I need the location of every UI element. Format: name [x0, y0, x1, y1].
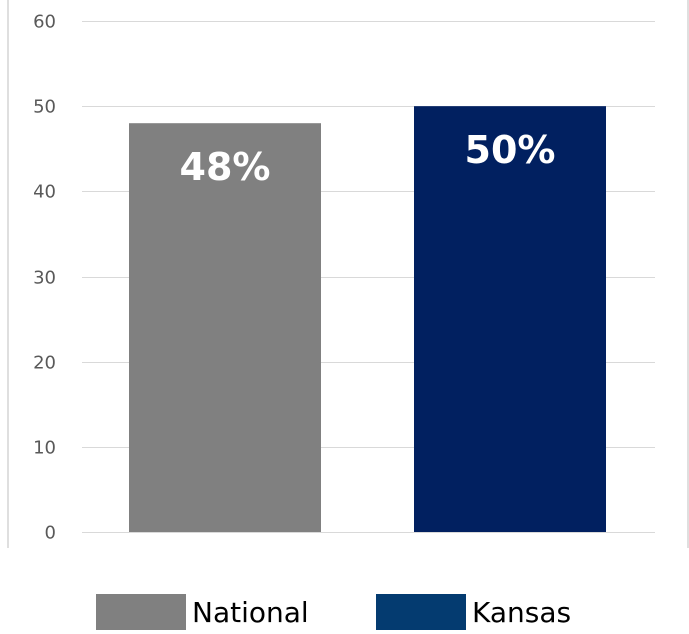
y-axis-ticks: 0 10 20 30 40 50 60 [33, 12, 56, 544]
y-tick-label: 60 [33, 12, 56, 33]
y-tick-label: 50 [33, 97, 56, 118]
y-tick-label: 0 [45, 523, 56, 544]
legend-item-national: National [96, 592, 309, 632]
y-tick-label: 40 [33, 182, 56, 203]
legend-label-national: National [192, 595, 309, 629]
bar-national [129, 123, 321, 532]
legend: National Kansas [0, 592, 689, 632]
legend-swatch-kansas [376, 594, 466, 630]
bars [129, 106, 606, 533]
chart-frame [7, 0, 689, 548]
legend-label-kansas: Kansas [472, 595, 572, 629]
data-label-kansas: 50% [465, 128, 556, 172]
bar-kansas [414, 106, 606, 533]
legend-swatch-national [96, 594, 186, 630]
y-tick-label: 20 [33, 353, 56, 374]
y-tick-label: 30 [33, 268, 56, 289]
data-label-national: 48% [180, 145, 271, 189]
y-tick-label: 10 [33, 438, 56, 459]
data-labels: 48% 50% [180, 128, 556, 189]
legend-item-kansas: Kansas [376, 592, 571, 632]
